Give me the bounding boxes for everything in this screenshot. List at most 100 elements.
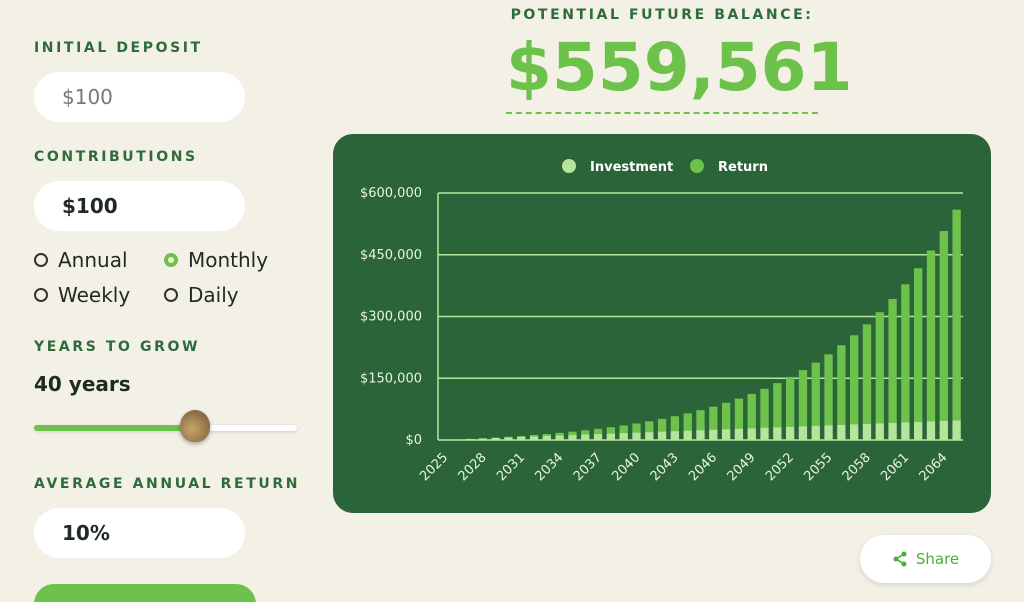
bar-segment bbox=[593, 428, 603, 435]
bar-segment bbox=[926, 421, 936, 440]
bar-segment bbox=[785, 376, 795, 427]
bar-segment bbox=[504, 437, 513, 440]
bar-segment bbox=[773, 427, 782, 440]
radio-option[interactable]: Daily bbox=[164, 283, 239, 307]
bar-segment bbox=[862, 324, 872, 424]
initial-deposit-input[interactable]: $100 bbox=[34, 72, 245, 122]
result-label: POTENTIAL FUTURE BALANCE: bbox=[510, 7, 814, 23]
bar-segment bbox=[824, 354, 833, 426]
contributions-label: CONTRIBUTIONS bbox=[34, 149, 198, 165]
bar-segment bbox=[862, 423, 872, 440]
radio-dot bbox=[164, 253, 178, 267]
bar-segment bbox=[657, 431, 667, 440]
contributions-input[interactable]: $100 bbox=[34, 181, 245, 231]
bar-segment bbox=[645, 421, 654, 433]
y-tick-label: $450,000 bbox=[360, 248, 422, 263]
bar-segment bbox=[721, 429, 731, 440]
radio-option[interactable]: Annual bbox=[34, 248, 128, 272]
bar-segment bbox=[888, 298, 897, 423]
radio-dot bbox=[34, 288, 48, 302]
bar-segment bbox=[926, 250, 936, 422]
bar-segment bbox=[849, 424, 859, 440]
bar-segment bbox=[849, 335, 859, 425]
bar-segment bbox=[773, 383, 782, 428]
slider-thumb[interactable] bbox=[180, 410, 210, 442]
bar-segment bbox=[696, 430, 705, 440]
bar-segment bbox=[875, 312, 884, 424]
bar-segment bbox=[670, 431, 680, 440]
bar-segment bbox=[939, 231, 948, 421]
bar-segment bbox=[798, 426, 808, 440]
bar-segment bbox=[529, 435, 539, 437]
bar-segment bbox=[747, 393, 756, 429]
annual-return-label: AVERAGE ANNUAL RETURN bbox=[34, 476, 301, 492]
bar-segment bbox=[824, 425, 833, 440]
bar-segment bbox=[619, 425, 628, 434]
bar-segment bbox=[542, 434, 552, 437]
bar-segment bbox=[901, 284, 910, 423]
radio-option[interactable]: Monthly bbox=[164, 248, 268, 272]
bar-segment bbox=[837, 424, 846, 440]
bar-segment bbox=[798, 370, 808, 427]
bar-segment bbox=[606, 433, 616, 440]
y-tick-label: $150,000 bbox=[360, 371, 422, 386]
annual-return-input[interactable]: 10% bbox=[34, 508, 245, 558]
bar-segment bbox=[734, 398, 744, 429]
bar-segment bbox=[875, 423, 884, 440]
bar-segment bbox=[657, 418, 667, 432]
slider-fill bbox=[34, 425, 194, 431]
bar-segment bbox=[529, 436, 539, 440]
share-label: Share bbox=[915, 550, 960, 568]
bar-segment bbox=[914, 268, 923, 422]
bar-segment bbox=[517, 435, 526, 437]
radio-label: Daily bbox=[188, 283, 239, 307]
bar-segment bbox=[760, 427, 769, 440]
bar-segment bbox=[888, 422, 897, 440]
bar-segment bbox=[952, 209, 961, 421]
bar-segment bbox=[645, 432, 654, 440]
bar-segment bbox=[939, 420, 948, 440]
radio-label: Weekly bbox=[58, 283, 131, 307]
legend-label: Investment bbox=[590, 160, 673, 175]
bar-segment bbox=[811, 362, 820, 426]
bar-segment bbox=[555, 432, 564, 436]
result-value: $559,561 bbox=[506, 28, 853, 114]
bar-segment bbox=[952, 420, 961, 440]
bar-segment bbox=[619, 433, 628, 440]
bar-segment bbox=[683, 413, 692, 431]
radio-label: Annual bbox=[58, 248, 128, 272]
bar-segment bbox=[747, 428, 756, 440]
initial-deposit-label: INITIAL DEPOSIT bbox=[34, 40, 203, 56]
chart: $0 $150,000 $300,000 $450,000 $600,000 Invest… bbox=[333, 134, 991, 513]
bar-segment bbox=[632, 432, 641, 440]
bar-segment bbox=[670, 416, 680, 432]
bar-segment bbox=[914, 421, 923, 440]
bar-segment bbox=[581, 430, 590, 435]
bar-segment bbox=[478, 438, 487, 440]
years-label: YEARS TO GROW bbox=[34, 339, 201, 355]
bar-segment bbox=[760, 388, 769, 428]
radio-label: Monthly bbox=[188, 248, 269, 272]
bar-segment bbox=[504, 436, 513, 438]
radio-dot bbox=[164, 288, 178, 302]
years-slider[interactable] bbox=[34, 410, 297, 442]
bar-segment bbox=[606, 427, 616, 434]
calculate-button[interactable] bbox=[34, 584, 256, 602]
radio-option[interactable]: Weekly bbox=[34, 283, 130, 307]
bar-segment bbox=[568, 435, 577, 440]
bar-segment bbox=[734, 428, 744, 440]
bar-segment bbox=[709, 406, 718, 430]
y-tick-label: $600,000 bbox=[360, 186, 422, 201]
bar-segment bbox=[683, 430, 692, 440]
bar-segment bbox=[491, 437, 500, 440]
bar-segment bbox=[581, 434, 590, 440]
share-button[interactable]: Share bbox=[860, 535, 991, 583]
bar-segment bbox=[837, 345, 846, 425]
legend-label: Return bbox=[718, 160, 768, 175]
bar-segment bbox=[811, 425, 820, 440]
bar-segment bbox=[901, 422, 910, 440]
bar-segment bbox=[721, 402, 731, 430]
bar-segment bbox=[568, 431, 577, 436]
years-value: 40 years bbox=[34, 372, 131, 396]
